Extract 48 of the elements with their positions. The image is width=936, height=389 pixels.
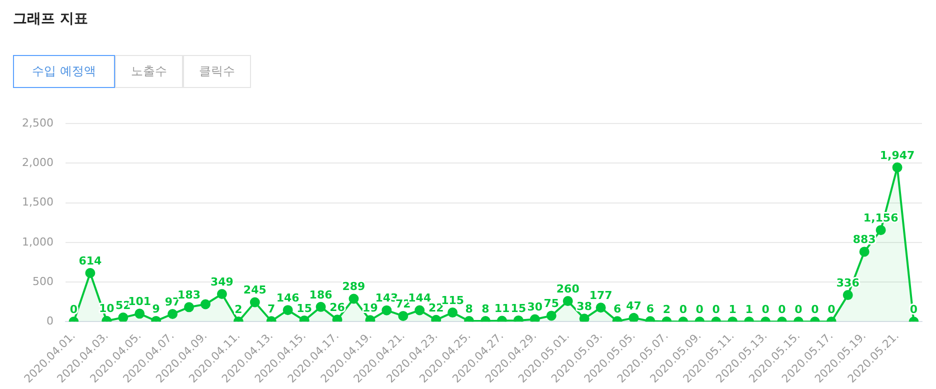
- data-label: 75: [544, 297, 560, 310]
- data-label: 0: [778, 303, 786, 316]
- y-tick-label: 1,000: [22, 235, 54, 248]
- data-label: 260: [556, 282, 580, 296]
- y-tick-label: 0: [46, 314, 54, 328]
- data-label: 19: [362, 302, 378, 315]
- data-label: 0: [811, 303, 820, 316]
- data-label: 0: [70, 303, 78, 316]
- data-label: 0: [794, 303, 803, 316]
- data-label: 186: [309, 288, 333, 302]
- data-label: 245: [243, 284, 266, 297]
- data-label: 2: [234, 302, 242, 316]
- chart-title: 그래프 지표: [13, 10, 88, 28]
- data-label: 8: [465, 302, 473, 316]
- text: 수입 예정액: [13, 55, 115, 88]
- data-label: 146: [276, 291, 300, 304]
- data-label: 0: [679, 303, 688, 316]
- data-label: 0: [696, 303, 704, 316]
- text: 클릭수: [182, 55, 251, 88]
- y-tick-label: 500: [32, 274, 54, 288]
- data-label: 0: [828, 303, 836, 316]
- data-label: 289: [342, 280, 366, 294]
- y-tick-label: 1,500: [22, 196, 54, 209]
- data-label: 15: [510, 302, 526, 315]
- y-tick-label: 2,500: [22, 116, 54, 130]
- data-label: 177: [589, 288, 612, 302]
- data-label: 0: [712, 303, 720, 316]
- data-label: 15: [296, 302, 312, 315]
- data-label: 614: [78, 254, 102, 268]
- data-label: 8: [482, 302, 490, 316]
- data-label: 6: [646, 302, 654, 316]
- data-label: 1: [728, 302, 736, 316]
- data-label: 47: [626, 299, 642, 312]
- data-label: 7: [268, 302, 276, 316]
- y-tick-label: 2,000: [22, 156, 54, 170]
- data-label: 1,947: [880, 148, 915, 162]
- data-label: 183: [178, 288, 201, 302]
- data-label: 30: [527, 300, 543, 314]
- data-label: 1: [745, 302, 753, 316]
- data-label: 11: [494, 302, 510, 316]
- text: 노출수: [114, 55, 183, 88]
- data-label: 0: [762, 303, 770, 316]
- data-label: 9: [152, 302, 160, 316]
- data-label: 38: [576, 300, 592, 314]
- data-label: 6: [613, 302, 622, 316]
- data-label: 26: [330, 300, 346, 314]
- data-label: 349: [210, 275, 234, 288]
- data-label: 2: [662, 302, 671, 316]
